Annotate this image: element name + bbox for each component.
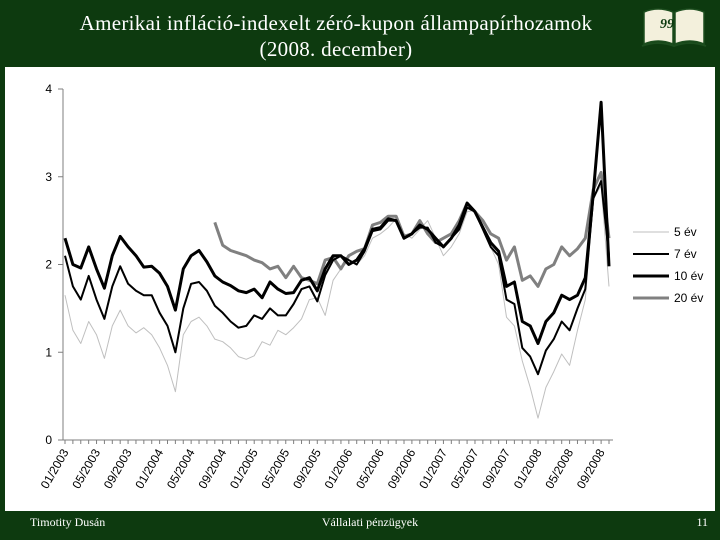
series-line-5-év xyxy=(64,185,610,419)
x-tick-label: 09/2003 xyxy=(101,446,135,491)
x-tick-label: 05/2004 xyxy=(164,446,198,491)
slide-title: Amerikai infláció-indexelt zéró-kupon ál… xyxy=(0,10,672,62)
y-tick-label: 4 xyxy=(45,82,52,96)
x-tick-label: 05/2007 xyxy=(448,446,482,491)
x-tick-label: 01/2008 xyxy=(511,446,545,491)
y-tick-label: 3 xyxy=(45,170,52,184)
x-tick-label: 05/2008 xyxy=(542,446,576,491)
legend-label: 5 év xyxy=(674,225,697,239)
x-tick-label: 01/2007 xyxy=(416,446,450,491)
x-tick-label: 01/2005 xyxy=(227,446,261,491)
title-line-2: (2008. december) xyxy=(259,37,413,61)
series-line-7-év xyxy=(64,180,610,376)
x-tick-label: 09/2004 xyxy=(195,446,229,491)
x-tick-label: 09/2006 xyxy=(385,446,419,491)
x-tick-label: 05/2006 xyxy=(353,446,387,491)
x-tick-label: 09/2007 xyxy=(479,446,513,491)
legend-label: 10 év xyxy=(674,269,703,283)
x-tick-label: 01/2006 xyxy=(322,446,356,491)
chart-panel: 0 1 2 3 4 01/2003 05/2003 09/2003 01/2004 05/2004… xyxy=(5,67,715,511)
title-line-1: Amerikai infláció-indexelt zéró-kupon ál… xyxy=(79,11,593,35)
y-tick-label: 0 xyxy=(45,433,52,447)
x-tick-label: 05/2003 xyxy=(69,446,103,491)
y-tick-label: 1 xyxy=(45,345,52,359)
x-tick-label: 09/2005 xyxy=(290,446,324,491)
footer-course: Vállalati pénzügyek xyxy=(321,515,419,529)
y-tick-label: 2 xyxy=(45,258,52,272)
x-tick-label: 05/2005 xyxy=(259,446,293,491)
series-line-10-év xyxy=(63,100,611,345)
x-tick-label: 01/2003 xyxy=(38,446,72,491)
footer-author: Timotity Dusán xyxy=(30,515,106,529)
footer-page-number: 11 xyxy=(696,515,708,529)
series-line-20-év xyxy=(213,170,611,288)
open-book-logo-icon: 99 xyxy=(641,8,707,48)
x-tick-label: 09/2008 xyxy=(574,446,608,491)
legend-label: 7 év xyxy=(674,247,697,261)
line-chart: 0 1 2 3 4 01/200305/200309/200301/200405/2004… xyxy=(38,82,704,491)
logo-text: 99 xyxy=(660,17,674,32)
legend-label: 20 év xyxy=(674,291,703,305)
x-tick-label: 01/2004 xyxy=(132,446,166,491)
